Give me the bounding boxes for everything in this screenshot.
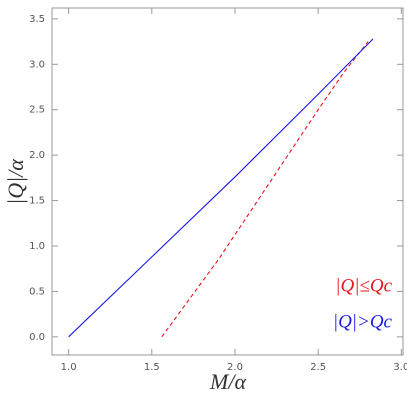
y-tick-label: 0.0 [29, 332, 45, 343]
series-line [161, 41, 369, 338]
x-tick-label: 1.5 [144, 362, 160, 373]
x-tick-label: 1.0 [61, 362, 77, 373]
legend-entry: |Q|>Qc [333, 311, 393, 332]
x-tick-label: 3.0 [393, 362, 407, 373]
x-axis-label: M/α [209, 369, 246, 394]
legend-entry: |Q|≤Qc [335, 275, 392, 296]
y-tick-label: 2.5 [29, 105, 45, 116]
x-tick-label: 2.5 [310, 362, 326, 373]
series-line [68, 38, 374, 338]
y-tick-label: 3.0 [29, 59, 45, 70]
y-tick-label: 2.0 [29, 150, 45, 161]
y-tick-label: 3.5 [29, 14, 45, 25]
x-tick-label: 2.0 [227, 362, 243, 373]
y-axis-label: |Q|/α [3, 159, 28, 205]
plot-frame [51, 7, 404, 356]
y-tick-label: 1.5 [29, 196, 45, 207]
y-tick-label: 0.5 [29, 286, 45, 297]
y-tick-label: 1.0 [29, 241, 45, 252]
